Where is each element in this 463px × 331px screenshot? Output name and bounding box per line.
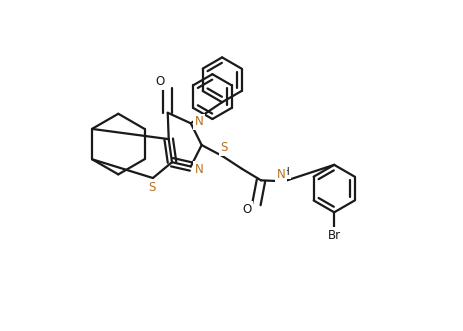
Text: Br: Br (327, 229, 340, 242)
Text: O: O (156, 75, 165, 88)
Text: N: N (194, 115, 203, 128)
Text: S: S (220, 141, 228, 154)
Text: S: S (148, 181, 155, 194)
Text: O: O (241, 203, 250, 216)
Text: N: N (194, 163, 203, 176)
Text: N: N (276, 168, 285, 181)
Text: H: H (281, 167, 288, 177)
